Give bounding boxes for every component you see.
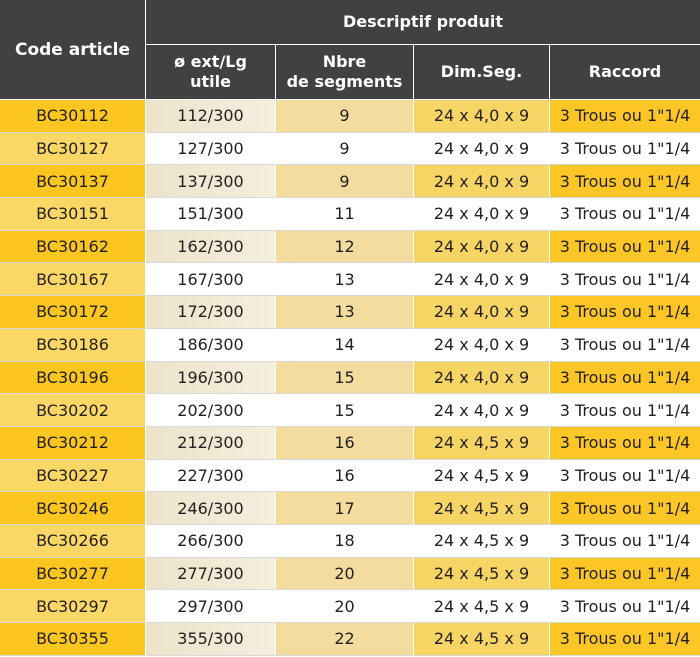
cell-raccord: 3 Trous ou 1"1/4 <box>549 459 700 493</box>
cell-diametre-longueur: 246/300 <box>145 492 275 525</box>
cell-nombre-segments: 13 <box>275 263 413 297</box>
cell-code-article: BC30246 <box>0 492 145 525</box>
cell-code-article: BC30212 <box>0 426 145 460</box>
cell-nombre-segments: 9 <box>275 132 413 166</box>
cell-code-article: BC30151 <box>0 198 145 231</box>
cell-diametre-longueur: 162/300 <box>145 230 275 264</box>
cell-diametre-longueur: 355/300 <box>145 623 275 656</box>
cell-diametre-longueur: 127/300 <box>145 132 275 166</box>
cell-nombre-segments: 16 <box>275 426 413 460</box>
cell-diametre-longueur: 196/300 <box>145 361 275 395</box>
cell-nombre-segments: 15 <box>275 394 413 427</box>
cell-nombre-segments: 20 <box>275 590 413 623</box>
cell-dim-seg: 24 x 4,0 x 9 <box>413 100 549 133</box>
cell-raccord: 3 Trous ou 1"1/4 <box>549 263 700 297</box>
cell-dim-seg: 24 x 4,0 x 9 <box>413 263 549 297</box>
header-descriptif-produit: Descriptif produit <box>145 0 700 45</box>
header-diametre-text: ø ext/Lg utile <box>174 52 247 91</box>
cell-dim-seg: 24 x 4,5 x 9 <box>413 557 549 591</box>
cell-dim-seg: 24 x 4,5 x 9 <box>413 459 549 493</box>
cell-diametre-longueur: 151/300 <box>145 198 275 231</box>
cell-nombre-segments: 11 <box>275 198 413 231</box>
cell-code-article: BC30297 <box>0 590 145 623</box>
cell-raccord: 3 Trous ou 1"1/4 <box>549 100 700 133</box>
cell-dim-seg: 24 x 4,0 x 9 <box>413 230 549 264</box>
cell-dim-seg: 24 x 4,0 x 9 <box>413 165 549 199</box>
cell-code-article: BC30227 <box>0 459 145 493</box>
cell-raccord: 3 Trous ou 1"1/4 <box>549 198 700 231</box>
header-nombre-segments: Nbre de segments <box>275 45 413 100</box>
cell-code-article: BC30167 <box>0 263 145 297</box>
cell-diametre-longueur: 167/300 <box>145 263 275 297</box>
cell-nombre-segments: 20 <box>275 557 413 591</box>
cell-diametre-longueur: 186/300 <box>145 328 275 362</box>
cell-nombre-segments: 12 <box>275 230 413 264</box>
cell-raccord: 3 Trous ou 1"1/4 <box>549 361 700 395</box>
cell-raccord: 3 Trous ou 1"1/4 <box>549 394 700 427</box>
cell-raccord: 3 Trous ou 1"1/4 <box>549 230 700 264</box>
header-dim-seg: Dim.Seg. <box>413 45 549 100</box>
cell-code-article: BC30137 <box>0 165 145 199</box>
cell-raccord: 3 Trous ou 1"1/4 <box>549 590 700 623</box>
cell-raccord: 3 Trous ou 1"1/4 <box>549 426 700 460</box>
cell-nombre-segments: 9 <box>275 165 413 199</box>
cell-diametre-longueur: 172/300 <box>145 296 275 329</box>
cell-dim-seg: 24 x 4,0 x 9 <box>413 328 549 362</box>
cell-code-article: BC30355 <box>0 623 145 656</box>
cell-code-article: BC30127 <box>0 132 145 166</box>
header-code-article: Code article <box>0 0 145 100</box>
header-diametre-longueur: ø ext/Lg utile <box>145 45 275 100</box>
cell-raccord: 3 Trous ou 1"1/4 <box>549 557 700 591</box>
cell-code-article: BC30162 <box>0 230 145 264</box>
cell-raccord: 3 Trous ou 1"1/4 <box>549 296 700 329</box>
cell-diametre-longueur: 227/300 <box>145 459 275 493</box>
cell-diametre-longueur: 212/300 <box>145 426 275 460</box>
cell-nombre-segments: 13 <box>275 296 413 329</box>
cell-code-article: BC30112 <box>0 100 145 133</box>
cell-dim-seg: 24 x 4,0 x 9 <box>413 198 549 231</box>
header-segments-text: Nbre de segments <box>286 52 403 91</box>
cell-raccord: 3 Trous ou 1"1/4 <box>549 524 700 558</box>
cell-diametre-longueur: 202/300 <box>145 394 275 427</box>
cell-diametre-longueur: 277/300 <box>145 557 275 591</box>
cell-code-article: BC30202 <box>0 394 145 427</box>
cell-diametre-longueur: 112/300 <box>145 100 275 133</box>
cell-dim-seg: 24 x 4,0 x 9 <box>413 361 549 395</box>
cell-diametre-longueur: 266/300 <box>145 524 275 558</box>
cell-nombre-segments: 16 <box>275 459 413 493</box>
cell-dim-seg: 24 x 4,5 x 9 <box>413 590 549 623</box>
cell-code-article: BC30277 <box>0 557 145 591</box>
cell-raccord: 3 Trous ou 1"1/4 <box>549 328 700 362</box>
cell-code-article: BC30186 <box>0 328 145 362</box>
cell-code-article: BC30266 <box>0 524 145 558</box>
header-raccord: Raccord <box>549 45 700 100</box>
cell-raccord: 3 Trous ou 1"1/4 <box>549 623 700 656</box>
cell-nombre-segments: 18 <box>275 524 413 558</box>
cell-diametre-longueur: 137/300 <box>145 165 275 199</box>
cell-nombre-segments: 17 <box>275 492 413 525</box>
cell-dim-seg: 24 x 4,5 x 9 <box>413 492 549 525</box>
cell-raccord: 3 Trous ou 1"1/4 <box>549 165 700 199</box>
cell-nombre-segments: 15 <box>275 361 413 395</box>
cell-diametre-longueur: 297/300 <box>145 590 275 623</box>
cell-dim-seg: 24 x 4,5 x 9 <box>413 524 549 558</box>
cell-nombre-segments: 9 <box>275 100 413 133</box>
cell-nombre-segments: 14 <box>275 328 413 362</box>
cell-code-article: BC30196 <box>0 361 145 395</box>
cell-dim-seg: 24 x 4,5 x 9 <box>413 426 549 460</box>
cell-dim-seg: 24 x 4,0 x 9 <box>413 132 549 166</box>
cell-raccord: 3 Trous ou 1"1/4 <box>549 132 700 166</box>
cell-nombre-segments: 22 <box>275 623 413 656</box>
cell-dim-seg: 24 x 4,5 x 9 <box>413 623 549 656</box>
cell-dim-seg: 24 x 4,0 x 9 <box>413 296 549 329</box>
cell-dim-seg: 24 x 4,0 x 9 <box>413 394 549 427</box>
cell-raccord: 3 Trous ou 1"1/4 <box>549 492 700 525</box>
cell-code-article: BC30172 <box>0 296 145 329</box>
